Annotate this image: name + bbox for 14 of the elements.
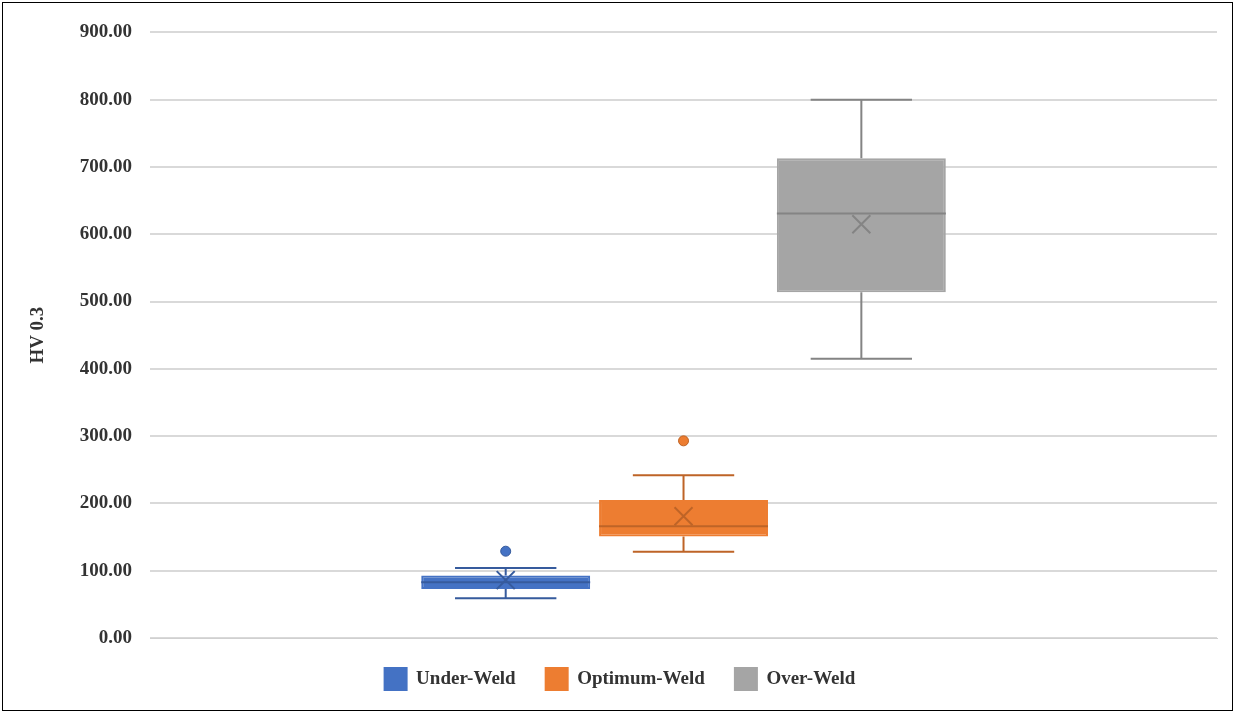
y-axis-title: HV 0.3: [26, 306, 48, 364]
legend-label: Over-Weld: [766, 666, 856, 688]
y-tick-label: 300.00: [79, 424, 133, 446]
y-tick-label: 400.00: [79, 356, 133, 378]
y-tick-label: 600.00: [79, 222, 133, 244]
y-tick-label: 100.00: [79, 558, 133, 580]
y-tick-label: 500.00: [79, 289, 133, 311]
legend-label: Under-Weld: [416, 666, 517, 688]
legend-label: Optimum-Weld: [577, 666, 706, 688]
y-tick-label: 0.00: [98, 625, 133, 647]
y-tick-label: 200.00: [79, 491, 133, 513]
y-tick-label: 800.00: [79, 87, 133, 109]
y-tick-label: 900.00: [79, 20, 133, 42]
y-tick-label: 700.00: [79, 154, 133, 176]
